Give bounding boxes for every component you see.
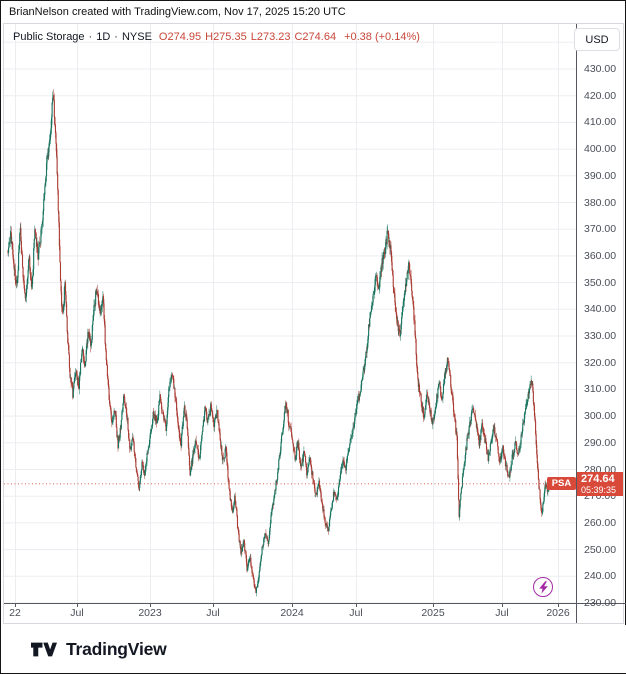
time-axis-border [4, 603, 626, 604]
legend-separator: · [88, 31, 93, 43]
time-axis-tickmark [15, 604, 16, 607]
time-axis-tickmark [502, 604, 503, 607]
price-axis-label: 330.00 [584, 330, 617, 342]
price-axis-label: 430.00 [584, 63, 617, 75]
price-axis-label: 230.00 [584, 597, 617, 609]
chart-legend[interactable]: Public Storage · 1D · NYSE O274.95 H275.35 L273… [13, 31, 424, 43]
last-price-value: 274.64 [581, 472, 615, 485]
time-axis-tickmark [77, 604, 78, 607]
time-axis-tickmark [433, 604, 434, 607]
flash-button[interactable] [533, 577, 553, 597]
symbol-name[interactable]: Public Storage [13, 31, 85, 43]
price-axis-label: 310.00 [584, 383, 617, 396]
time-axis-label: Jul [495, 607, 509, 619]
legend-separator: · [114, 31, 118, 43]
price-axis-label: 390.00 [584, 169, 617, 182]
ohlc-o-value: O274.95 [158, 31, 202, 43]
time-axis-tickmark [292, 604, 293, 607]
time-axis-label: 2023 [138, 607, 162, 619]
price-axis-label: 300.00 [584, 410, 617, 423]
chart-widget: Public Storage · 1D · NYSE O274.95 H275.35 L273… [3, 23, 626, 624]
attribution-text: BrianNelson created with TradingView.com… [9, 6, 346, 18]
price-axis-label: 410.00 [584, 116, 617, 129]
ohlc-l-value: L273.23 [250, 31, 291, 43]
interval-label[interactable]: 1D [96, 31, 111, 43]
footer-bar: TradingView [1, 625, 626, 673]
time-axis-tickmark [558, 604, 559, 607]
time-axis[interactable]: 22 Jul 2023 Jul 2024 Jul 2025 Jul 2026 [4, 604, 576, 623]
price-axis-label: 400.00 [584, 143, 617, 156]
time-axis-label: 22 [9, 607, 21, 619]
candlestick-chart-canvas[interactable] [4, 24, 576, 603]
time-axis-label: Jul [70, 607, 84, 619]
price-axis[interactable]: 430.00 420.00 410.00 400.00 390.00 380.00 370.… [577, 24, 623, 609]
time-axis-label: 2026 [546, 607, 570, 619]
price-axis-label: 370.00 [584, 223, 617, 236]
lightning-icon [538, 580, 548, 594]
price-axis-label: 340.00 [584, 303, 617, 316]
tradingview-logo-link[interactable]: TradingView [31, 639, 167, 660]
price-axis-label: 240.00 [584, 570, 617, 583]
exchange-label: NYSE [121, 31, 152, 43]
price-axis-label: 360.00 [584, 249, 617, 262]
time-axis-tickmark [150, 604, 151, 607]
ohlc-c-value: C274.64 [294, 31, 337, 43]
last-price-label: 274.64 05:39:35 [577, 471, 623, 496]
ohlc-h-value: H275.35 [205, 31, 247, 43]
bar-countdown: 05:39:35 [581, 484, 617, 495]
price-axis-label: 290.00 [584, 436, 617, 449]
price-axis-label: 260.00 [584, 516, 617, 529]
price-axis-label: 250.00 [584, 543, 617, 556]
time-axis-tickmark [356, 604, 357, 607]
price-axis-label: 380.00 [584, 196, 617, 209]
change-value: +0.38 (+0.14%) [344, 31, 420, 43]
time-axis-label: Jul [349, 607, 363, 619]
time-axis-label: 2025 [421, 607, 445, 619]
price-axis-border [576, 24, 577, 623]
time-axis-label: Jul [206, 607, 220, 619]
tradingview-logo-icon [31, 642, 57, 656]
time-axis-label: 2024 [280, 607, 304, 619]
symbol-price-line-tag: PSA [547, 477, 576, 491]
price-axis-label: 320.00 [584, 356, 617, 369]
price-axis-label: 420.00 [584, 89, 617, 102]
tradingview-wordmark[interactable]: TradingView [66, 638, 167, 659]
price-axis-label: 350.00 [584, 276, 617, 289]
currency-button[interactable]: USD [574, 28, 620, 51]
time-axis-tickmark [213, 604, 214, 607]
